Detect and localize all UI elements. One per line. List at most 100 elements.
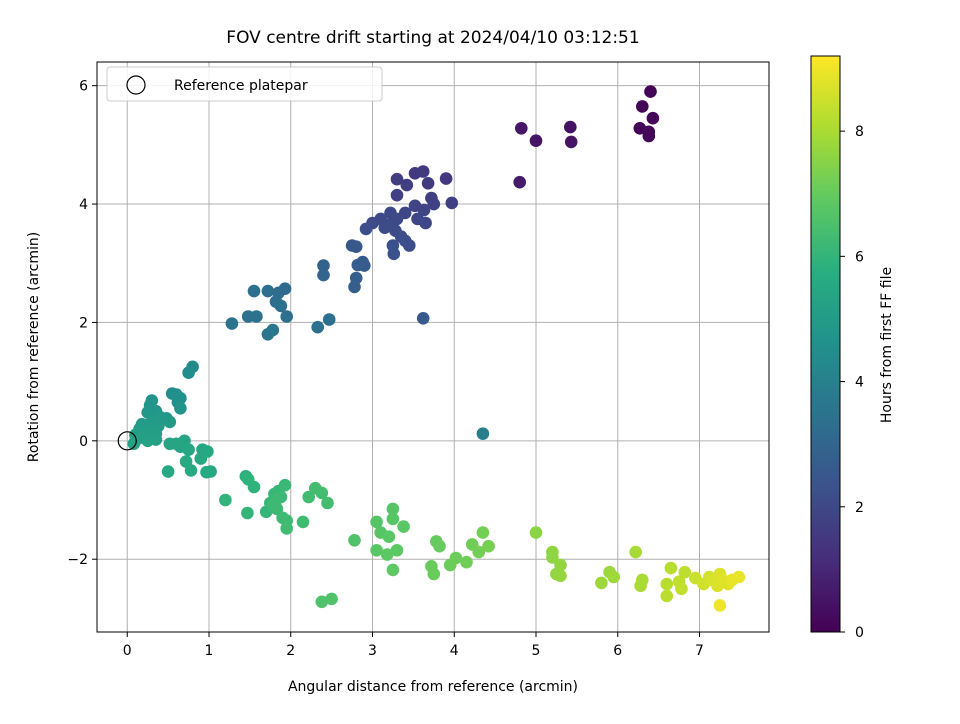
colorbar: 0 2 4 6 8 Hours from first FF file (810, 55, 895, 641)
data-point (515, 122, 528, 135)
legend: Reference platepar (106, 66, 383, 102)
data-point (607, 570, 620, 584)
data-point (529, 134, 543, 147)
x-tick-label: 1 (205, 643, 214, 659)
data-point (400, 178, 414, 192)
data-point (359, 222, 373, 236)
data-point (644, 85, 657, 98)
data-point (261, 328, 275, 341)
data-point (445, 196, 459, 210)
data-point (161, 465, 175, 478)
y-tick-label: 4 (79, 197, 88, 213)
legend-label: Reference platepar (174, 78, 308, 94)
data-point (416, 312, 430, 325)
data-point (315, 486, 329, 500)
data-point (660, 577, 674, 591)
data-point (321, 496, 334, 510)
data-point (390, 172, 404, 186)
colorbar-tick-label: 8 (855, 124, 864, 140)
data-point (476, 427, 490, 441)
y-tick-label: 2 (79, 315, 88, 331)
data-point (302, 490, 316, 504)
data-point (660, 589, 674, 603)
data-point (278, 478, 292, 492)
colorbar-tick-label: 4 (855, 375, 864, 391)
data-point (274, 299, 288, 313)
data-point (241, 506, 254, 520)
data-point (482, 539, 495, 553)
data-point (370, 544, 383, 557)
data-point (417, 203, 431, 217)
colorbar-gradient (811, 56, 840, 632)
data-point (317, 268, 330, 282)
data-point (317, 259, 330, 272)
data-point (460, 555, 473, 569)
data-points (127, 85, 746, 612)
data-point (311, 320, 325, 334)
data-point (421, 177, 435, 190)
x-tick-label: 5 (532, 643, 541, 659)
data-point (427, 567, 441, 581)
data-point (386, 563, 400, 577)
data-point (427, 197, 441, 211)
data-point (713, 599, 727, 612)
plot-frame (96, 61, 770, 633)
data-point (184, 464, 198, 477)
chart-title: FOV centre drift starting at 2024/04/10 … (226, 28, 639, 48)
colorbar-frame (810, 55, 841, 633)
data-point (250, 310, 263, 323)
data-point (194, 452, 208, 465)
data-point (380, 548, 394, 561)
data-point (378, 221, 392, 234)
y-tick-label: −2 (67, 552, 88, 568)
data-point (325, 592, 338, 606)
data-point (529, 526, 543, 539)
data-point (439, 172, 453, 185)
data-point (370, 515, 383, 529)
data-point (390, 188, 404, 202)
data-point (678, 565, 692, 579)
data-point (636, 100, 649, 113)
data-point (163, 415, 177, 429)
reference-marker (117, 431, 137, 451)
data-point (634, 579, 647, 593)
data-point (182, 443, 195, 457)
data-point (629, 545, 642, 559)
data-point (403, 239, 416, 252)
data-point (642, 129, 656, 143)
data-point (449, 551, 463, 565)
data-point (345, 239, 359, 252)
legend-marker-open-circle (126, 75, 146, 95)
y-tick-label: 0 (79, 434, 88, 450)
x-tick-label: 7 (695, 643, 704, 659)
data-point (247, 480, 261, 494)
colorbar-ticks: 0 2 4 6 8 (840, 124, 864, 641)
data-point (675, 582, 688, 596)
data-point (472, 545, 486, 559)
data-point (127, 437, 141, 451)
colorbar-tick-label: 2 (855, 500, 864, 516)
data-point (390, 544, 404, 557)
data-point (595, 576, 608, 590)
x-tick-label: 3 (368, 643, 377, 659)
colorbar-tick-label: 0 (855, 625, 864, 641)
data-point (382, 530, 396, 543)
data-point (225, 317, 239, 330)
data-point (397, 520, 410, 533)
data-point (476, 526, 490, 539)
colorbar-label: Hours from first FF file (879, 267, 895, 423)
data-point (141, 406, 154, 419)
legend-box (106, 66, 383, 102)
x-tick-label: 0 (123, 643, 132, 659)
data-point (732, 570, 746, 584)
data-point (182, 366, 195, 380)
data-point (247, 284, 261, 298)
data-point (646, 111, 660, 125)
data-point (219, 493, 232, 507)
data-point (315, 595, 329, 609)
data-point (546, 551, 559, 564)
colorbar-tick-label: 6 (855, 249, 864, 265)
data-point (280, 522, 294, 535)
data-point (554, 569, 567, 583)
data-point (387, 247, 401, 261)
